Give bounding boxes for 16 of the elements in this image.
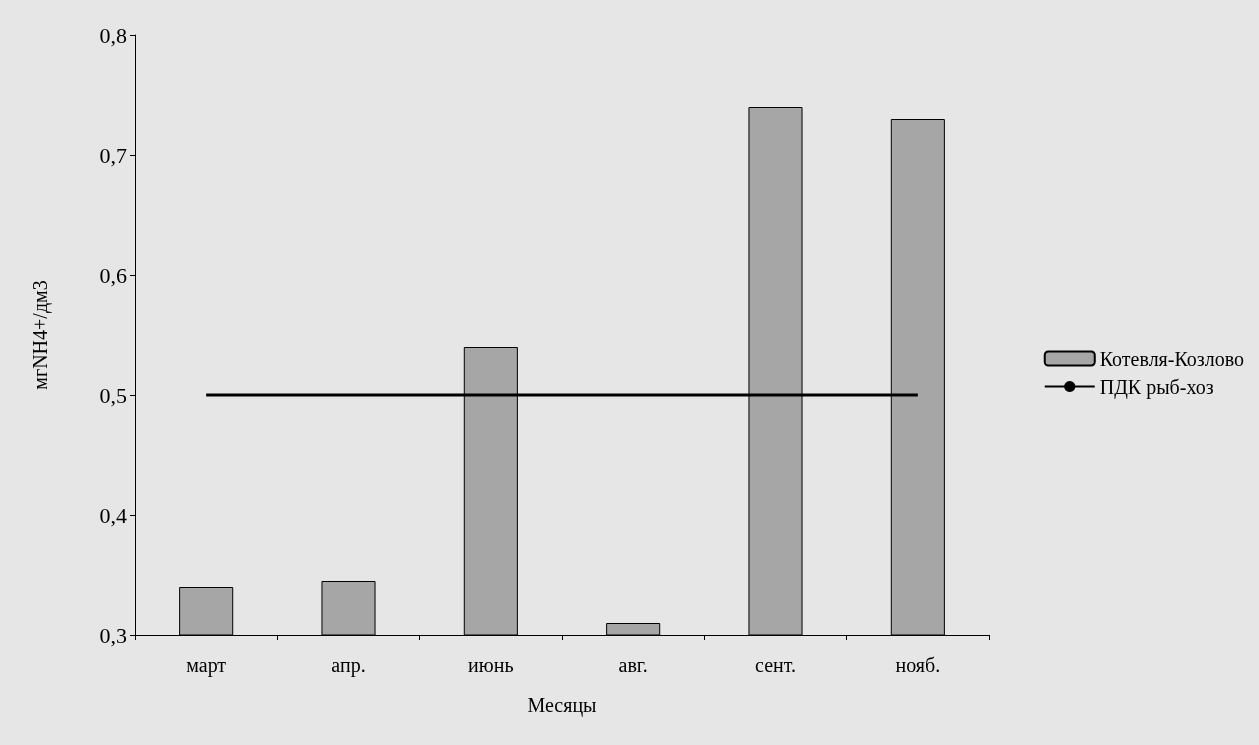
y-tick-label: 0,5 bbox=[99, 382, 127, 408]
x-tick-label: авг. bbox=[618, 654, 648, 676]
y-tick-label: 0,8 bbox=[99, 22, 127, 48]
x-axis-title: Месяцы bbox=[527, 694, 597, 717]
legend-label: ПДК рыб-хоз bbox=[1099, 375, 1214, 399]
y-tick-label: 0,4 bbox=[99, 502, 127, 528]
legend-label: Котевля-Козлово bbox=[1099, 347, 1244, 370]
y-tick-label: 0,7 bbox=[99, 142, 127, 168]
x-tick-label: июнь bbox=[468, 654, 514, 676]
x-tick-label: нояб. bbox=[895, 654, 941, 676]
x-tick-label: март bbox=[186, 654, 227, 677]
x-tick-label: апр. bbox=[331, 654, 366, 677]
x-tick-label: сент. bbox=[755, 654, 796, 676]
y-tick-label: 0,3 bbox=[99, 622, 127, 648]
y-axis-title: мгNH4+/дм3 bbox=[29, 280, 52, 390]
y-tick-label: 0,6 bbox=[99, 262, 127, 288]
